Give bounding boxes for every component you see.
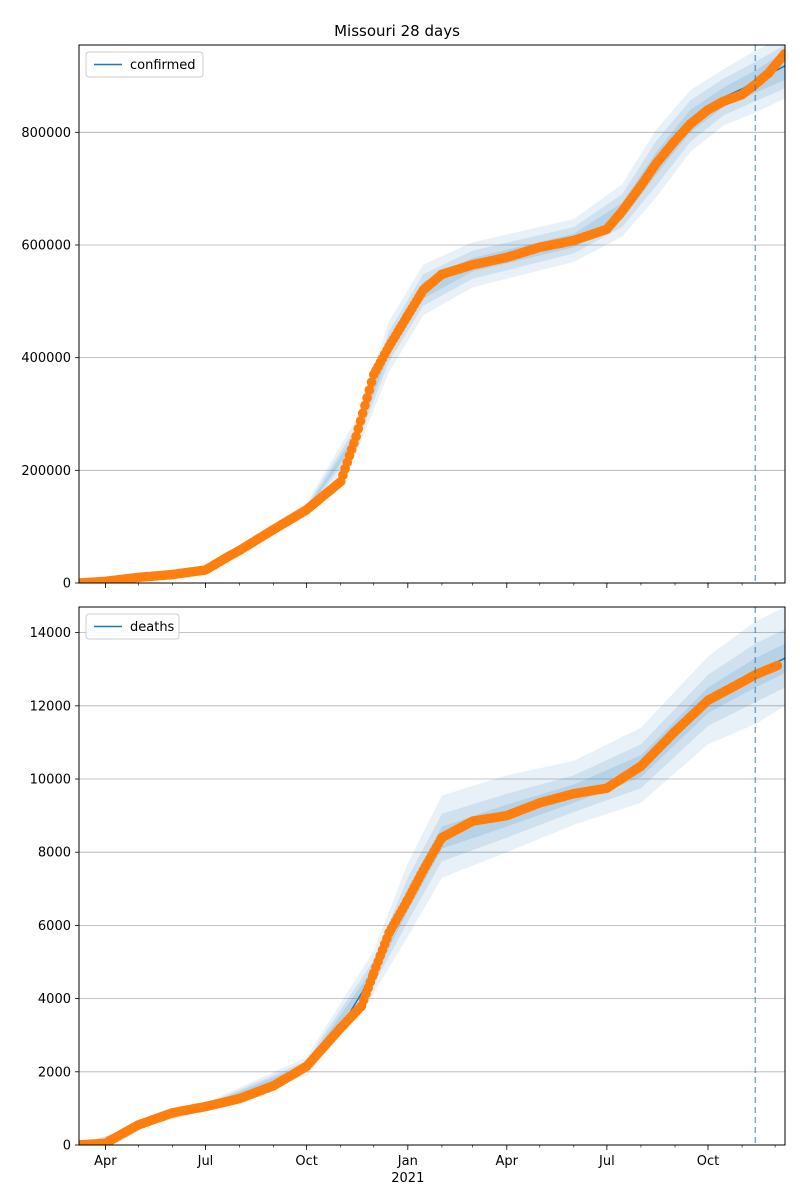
data-point (355, 416, 366, 426)
x-tick-label: Apr (94, 1154, 117, 1169)
data-point (772, 660, 783, 671)
y-tick-label: 600000 (21, 238, 71, 253)
deaths-panel: 0 2000 4000 6000 8000 10000 12000 14000 Apr Jul Oc… (30, 606, 786, 1186)
confirmed-panel: 0 200000 400000 600000 800000 confirmed (21, 44, 786, 592)
chart-title: Missouri 28 days (334, 22, 460, 40)
y-tick-label: 12000 (30, 699, 71, 714)
y-tick-label: 400000 (21, 351, 71, 366)
data-point (364, 385, 375, 395)
x-tick-label: Oct (697, 1154, 719, 1169)
data-point (780, 48, 785, 59)
axes-frame (78, 44, 786, 584)
y-tick-label: 0 (63, 577, 71, 592)
y-tick-label: 14000 (30, 626, 71, 641)
y-tick-label: 8000 (38, 846, 71, 861)
x-tick-label: Apr (496, 1154, 519, 1169)
data-point (357, 408, 368, 419)
data-point (360, 400, 370, 411)
data-point (362, 393, 372, 403)
axes-frame (78, 606, 786, 1146)
y-tick-label: 4000 (38, 992, 71, 1007)
y-tick-label: 0 (63, 1139, 71, 1154)
y-tick-label: 2000 (38, 1065, 71, 1080)
observed-points (79, 660, 783, 1145)
y-tick-label: 800000 (21, 126, 71, 141)
uncertainty-band-outer (79, 607, 785, 1145)
uncertainty-band-outer (79, 45, 785, 583)
legend: confirmed (85, 51, 204, 78)
x-tick-label: Jul (197, 1154, 214, 1169)
uncertainty-band-middle (79, 629, 785, 1145)
x-tick-label: Jan (397, 1154, 418, 1169)
data-point (353, 424, 364, 434)
observed-points (79, 48, 785, 583)
x-year-label: 2021 (391, 1171, 424, 1186)
data-point (366, 377, 377, 388)
y-tick-label: 200000 (21, 464, 71, 479)
legend-label: confirmed (130, 58, 196, 73)
uncertainty-band-middle (79, 45, 785, 583)
x-tick-label: Oct (295, 1154, 317, 1169)
data-point (351, 431, 361, 442)
legend: deaths (85, 613, 180, 640)
y-tick-label: 6000 (38, 919, 71, 934)
y-tick-label: 10000 (30, 773, 71, 788)
legend-label: deaths (130, 620, 175, 635)
x-tick-label: Jul (598, 1154, 615, 1169)
